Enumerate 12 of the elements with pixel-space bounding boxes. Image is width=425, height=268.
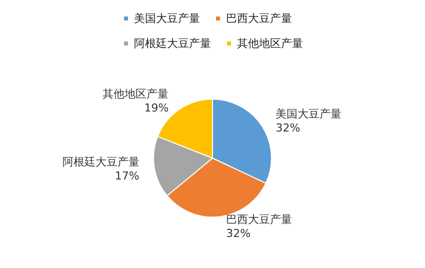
slice-label: 巴西大豆产量 — [226, 213, 292, 226]
slice-label: 其他地区产量 — [102, 88, 169, 101]
data-label: 32% — [226, 227, 251, 240]
legend-label: 阿根廷大豆产量 — [134, 37, 211, 50]
data-label: 19% — [144, 102, 169, 115]
data-label: 32% — [276, 122, 300, 135]
legend-label: 其他地区产量 — [237, 37, 303, 50]
slice-label: 阿根廷大豆产量 — [62, 155, 140, 168]
slice-label: 美国大豆产量 — [276, 108, 342, 121]
legend-label: 美国大豆产量 — [134, 12, 200, 25]
data-label: 17% — [114, 169, 140, 182]
legend-label: 巴西大豆产量 — [226, 12, 292, 25]
